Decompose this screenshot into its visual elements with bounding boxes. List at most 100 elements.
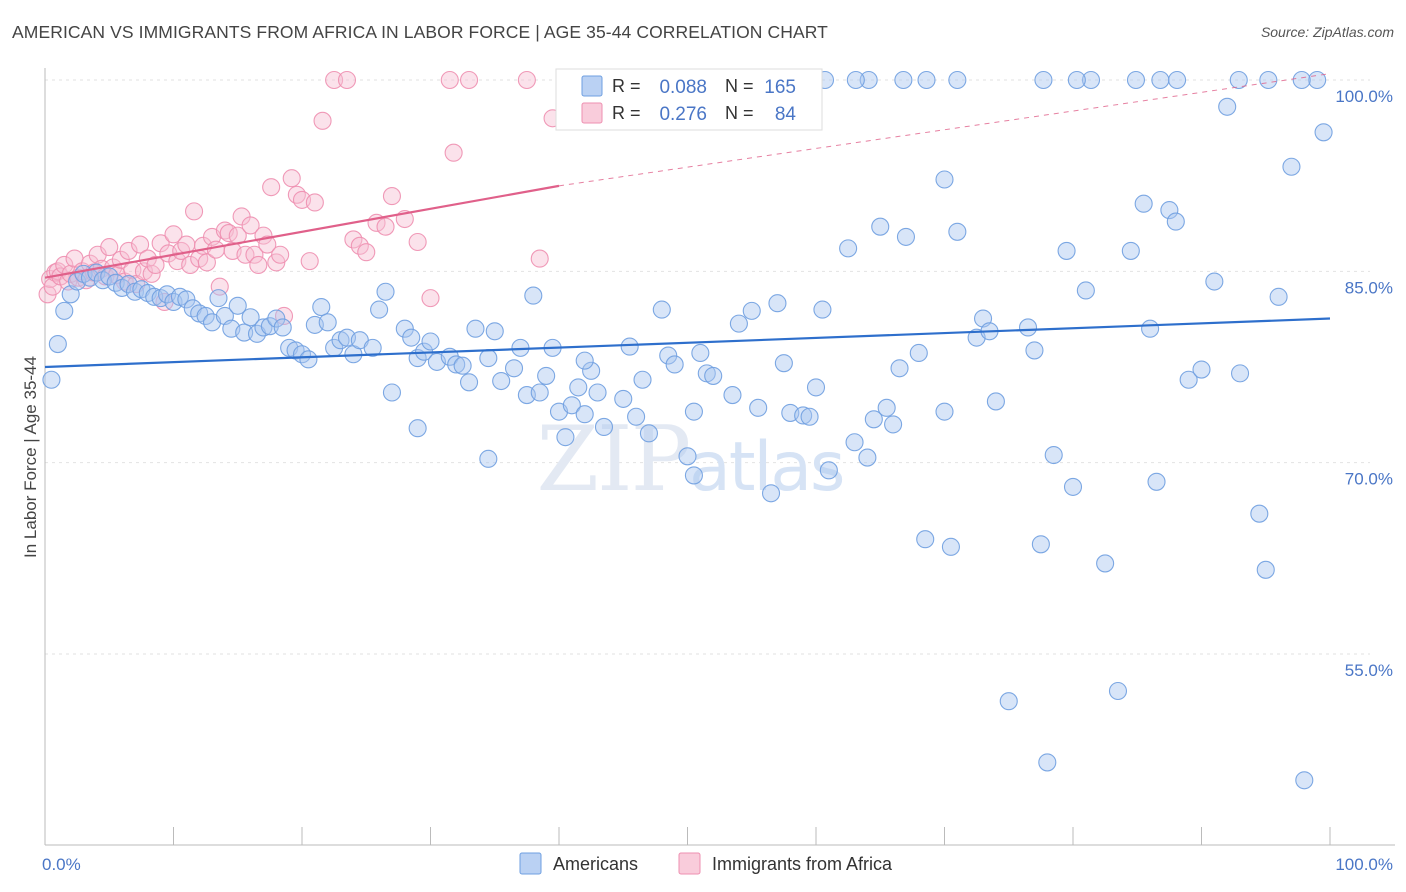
data-point: [206, 240, 225, 259]
data-point: [768, 294, 787, 313]
data-point: [258, 235, 277, 254]
data-point: [1141, 319, 1160, 338]
data-point: [575, 351, 594, 370]
data-point: [894, 70, 913, 90]
data-point: [859, 70, 878, 90]
data-point: [948, 222, 967, 241]
data-point: [1314, 123, 1333, 142]
data-point: [986, 392, 1005, 411]
data-point: [273, 318, 292, 337]
data-point: [485, 322, 504, 341]
data-point: [262, 178, 281, 197]
data-point: [1034, 70, 1053, 90]
data-point: [517, 70, 536, 90]
data-point: [363, 338, 382, 357]
data-point: [287, 185, 306, 204]
y-axis-label: In Labor Force | Age 35-44: [21, 356, 40, 558]
data-point: [691, 343, 710, 363]
series-legend: Americans Immigrants from Africa: [519, 852, 893, 875]
data-point: [877, 398, 896, 417]
data-point: [408, 419, 427, 438]
data-point: [562, 396, 581, 415]
data-point: [774, 354, 793, 373]
trend-line-immigrants: [44, 184, 560, 279]
data-point: [1151, 70, 1170, 90]
watermark: ZIPatlas: [537, 407, 846, 512]
data-point: [639, 424, 659, 443]
data-point: [402, 328, 421, 347]
data-point: [299, 350, 318, 369]
data-point: [376, 282, 395, 301]
data-point: [1096, 554, 1115, 573]
data-point: [1044, 445, 1063, 465]
data-point: [948, 70, 967, 90]
x-tick-labels: 0.0% 100.0%: [42, 855, 1393, 874]
data-point: [1057, 241, 1076, 260]
stats-legend: R = 0.088 N = 165 R = 0.276 N = 84: [555, 68, 823, 131]
data-point: [864, 410, 883, 429]
legend-swatch-immigrants: [678, 852, 701, 875]
data-point: [267, 309, 286, 328]
data-point: [504, 359, 524, 378]
data-point: [806, 378, 826, 397]
data-point: [492, 371, 511, 391]
data-point: [1134, 194, 1153, 213]
data-point: [100, 267, 119, 286]
watermark-zip: ZIP: [537, 407, 690, 512]
data-point: [55, 301, 74, 320]
data-point: [479, 349, 498, 368]
data-point: [142, 264, 161, 283]
data-point: [1192, 360, 1211, 379]
data-point: [1121, 241, 1140, 260]
data-point: [723, 386, 742, 405]
x-tick-label-min: 0.0%: [42, 855, 81, 874]
data-point: [241, 308, 260, 327]
data-point: [845, 433, 864, 452]
data-point: [1218, 97, 1237, 116]
data-point: [48, 334, 67, 354]
data-point: [313, 111, 332, 130]
data-point: [1295, 771, 1314, 790]
data-point: [871, 217, 890, 236]
x-tick-label-max: 100.0%: [1335, 855, 1393, 874]
data-point: [131, 235, 150, 254]
stats-legend-n-label: N =: [725, 76, 754, 96]
data-point: [459, 70, 479, 90]
data-point: [344, 230, 363, 249]
stats-legend-n-value: 84: [775, 104, 797, 125]
data-point: [684, 466, 703, 485]
stats-legend-r-label: R =: [612, 103, 641, 123]
stats-legend-swatch: [581, 102, 603, 124]
data-point: [300, 252, 319, 271]
data-point: [318, 313, 337, 332]
data-point: [241, 216, 260, 235]
data-point: [569, 378, 588, 397]
data-point: [742, 301, 761, 320]
data-point: [1166, 212, 1185, 231]
data-point: [1269, 287, 1288, 306]
data-point: [444, 143, 463, 162]
data-point: [1025, 341, 1044, 360]
legend-label-immigrants: Immigrants from Africa: [712, 854, 893, 874]
data-point: [185, 202, 204, 221]
data-point: [245, 245, 264, 264]
data-point: [1259, 70, 1278, 90]
data-point: [282, 169, 301, 188]
data-point: [312, 297, 331, 317]
data-point: [1250, 504, 1269, 523]
stats-legend-swatch: [581, 75, 603, 97]
data-point: [999, 692, 1018, 711]
data-point: [665, 355, 684, 374]
data-point: [1081, 70, 1101, 90]
legend-swatch-americans: [519, 852, 542, 875]
data-point: [1231, 364, 1250, 383]
y-tick-label: 70.0%: [1345, 470, 1393, 489]
data-point: [210, 277, 229, 296]
y-tick-label: 85.0%: [1345, 278, 1393, 297]
data-point: [479, 449, 498, 468]
data-point: [119, 241, 138, 260]
data-point: [1147, 472, 1166, 491]
data-point: [659, 346, 678, 365]
data-point: [749, 398, 768, 417]
